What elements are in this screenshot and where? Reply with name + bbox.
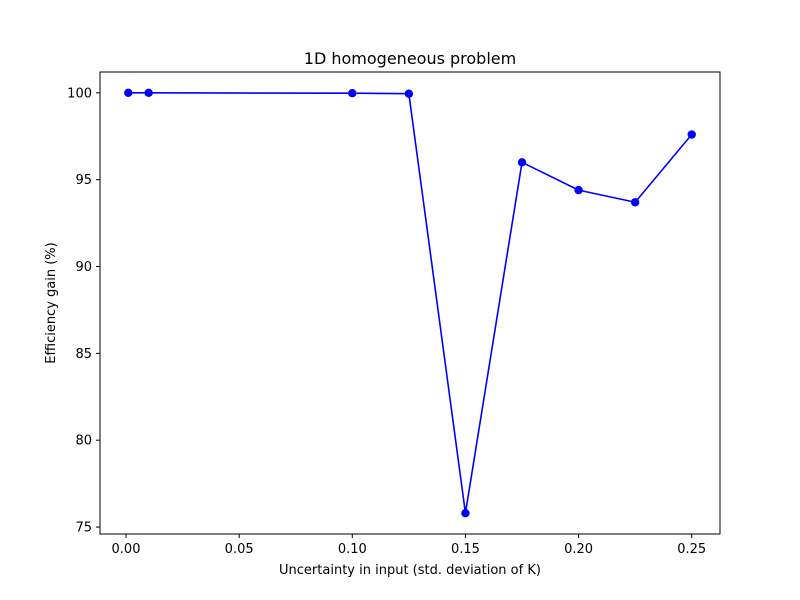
data-point	[574, 185, 583, 195]
chart-title: 1D homogeneous problem	[304, 49, 516, 68]
data-point	[124, 88, 133, 98]
x-tick-label: 0.00	[112, 542, 141, 557]
y-tick-label: 80	[75, 434, 92, 449]
y-tick-label: 100	[67, 86, 92, 101]
x-tick-label: 0.25	[677, 542, 706, 557]
y-axis-label: Efficiency gain (%)	[44, 242, 59, 363]
data-point	[461, 508, 470, 518]
data-point	[144, 88, 153, 98]
y-tick-label: 85	[75, 347, 92, 362]
data-point	[404, 89, 414, 98]
x-axis-label: Uncertainty in input (std. deviation of …	[279, 563, 541, 578]
data-point	[630, 198, 640, 207]
data-point	[348, 88, 357, 98]
y-tick-label: 90	[75, 260, 92, 275]
x-tick-label: 0.15	[451, 542, 480, 557]
x-tick-label: 0.20	[564, 542, 593, 557]
data-point	[687, 130, 696, 139]
y-tick-label: 75	[75, 521, 92, 536]
series-line	[128, 92, 693, 514]
x-tick-label: 0.10	[338, 542, 367, 557]
x-tick-label: 0.05	[225, 542, 254, 557]
y-axis: 75 80 85 90 95 100	[67, 86, 100, 536]
plot-area	[124, 88, 696, 518]
x-axis: 0.00 0.05 0.10 0.15 0.20 0.25	[112, 534, 706, 557]
y-tick-label: 95	[75, 173, 92, 188]
axes-frame	[99, 71, 721, 535]
data-point	[517, 158, 527, 167]
